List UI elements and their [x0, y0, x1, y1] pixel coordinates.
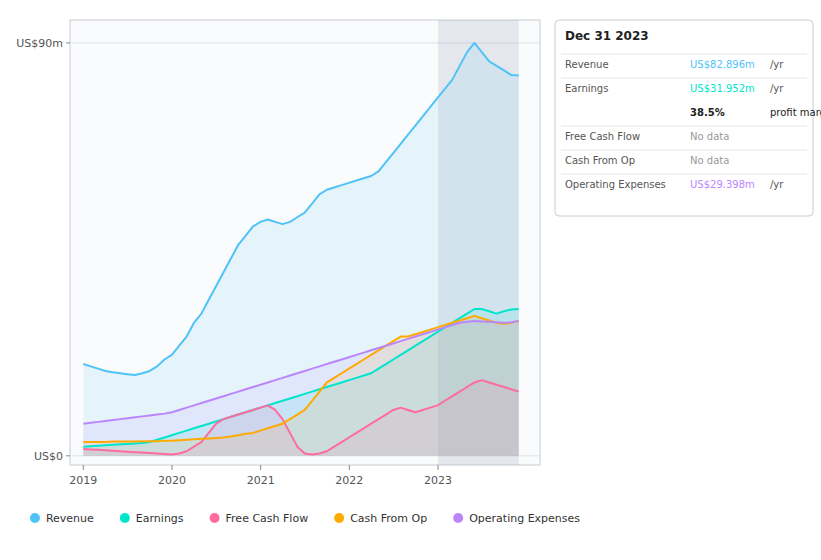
x-tick — [438, 465, 439, 470]
area-fill — [83, 316, 518, 456]
tooltip-value: US$29.398m — [690, 179, 755, 190]
legend-swatch — [120, 513, 130, 523]
x-tick-label: 2022 — [335, 474, 363, 487]
tooltip-label: Earnings — [565, 83, 608, 94]
tooltip-title: Dec 31 2023 — [565, 29, 649, 43]
x-tick — [260, 465, 261, 470]
area-fill — [83, 309, 518, 456]
tooltip-label: Revenue — [565, 59, 609, 70]
tooltip-separator — [561, 54, 807, 55]
tooltip-separator — [561, 150, 807, 151]
x-tick — [171, 465, 172, 470]
y-tick-label: US$90m — [16, 37, 63, 50]
x-tick-label: 2020 — [158, 474, 186, 487]
tooltip-unit: profit margin — [770, 107, 821, 118]
tooltip-label: Operating Expenses — [565, 179, 666, 190]
legend-label: Free Cash Flow — [226, 512, 309, 525]
tooltip-unit: /yr — [770, 59, 784, 70]
area-fill — [83, 43, 518, 456]
y-tick-label: US$0 — [34, 450, 63, 463]
plot-frame — [70, 20, 540, 465]
legend-label: Revenue — [46, 512, 94, 525]
tooltip-value: 38.5% — [690, 107, 725, 118]
plot-marks — [83, 20, 518, 465]
tooltip-unit: /yr — [770, 83, 784, 94]
tooltip-value: No data — [690, 131, 729, 142]
legend-label: Earnings — [136, 512, 184, 525]
legend-swatch — [210, 513, 220, 523]
tooltip-value: US$31.952m — [690, 83, 755, 94]
y-tick — [66, 455, 70, 456]
x-tick-label: 2021 — [247, 474, 275, 487]
x-tick — [83, 465, 84, 470]
tooltip-label: Cash From Op — [565, 155, 635, 166]
tooltip-separator — [561, 174, 807, 175]
x-tick-label: 2023 — [424, 474, 452, 487]
tooltip-value: No data — [690, 155, 729, 166]
tooltip-value: US$82.896m — [690, 59, 755, 70]
legend-label: Cash From Op — [350, 512, 427, 525]
y-tick — [66, 42, 70, 43]
legend: Revenue Earnings Free Cash Flow Cash From O… — [30, 512, 580, 525]
series-line — [83, 309, 518, 447]
legend-label: Operating Expenses — [469, 512, 580, 525]
legend-swatch — [453, 513, 463, 523]
tooltip-box — [555, 20, 813, 216]
tooltip-separator — [561, 126, 807, 127]
tooltip-unit: /yr — [770, 179, 784, 190]
tooltip-label: Free Cash Flow — [565, 131, 640, 142]
x-tick-label: 2019 — [69, 474, 97, 487]
series-line — [83, 316, 518, 442]
area-fill — [83, 321, 518, 456]
x-tick — [349, 465, 350, 470]
legend-swatch — [30, 513, 40, 523]
tooltip-separator — [561, 78, 807, 79]
series-line — [83, 380, 518, 454]
chart: US$0 US$90m 2019 2020 2021 2022 2023 Dec 31 202… — [0, 0, 821, 560]
series-line — [83, 321, 518, 424]
legend-swatch — [334, 513, 344, 523]
